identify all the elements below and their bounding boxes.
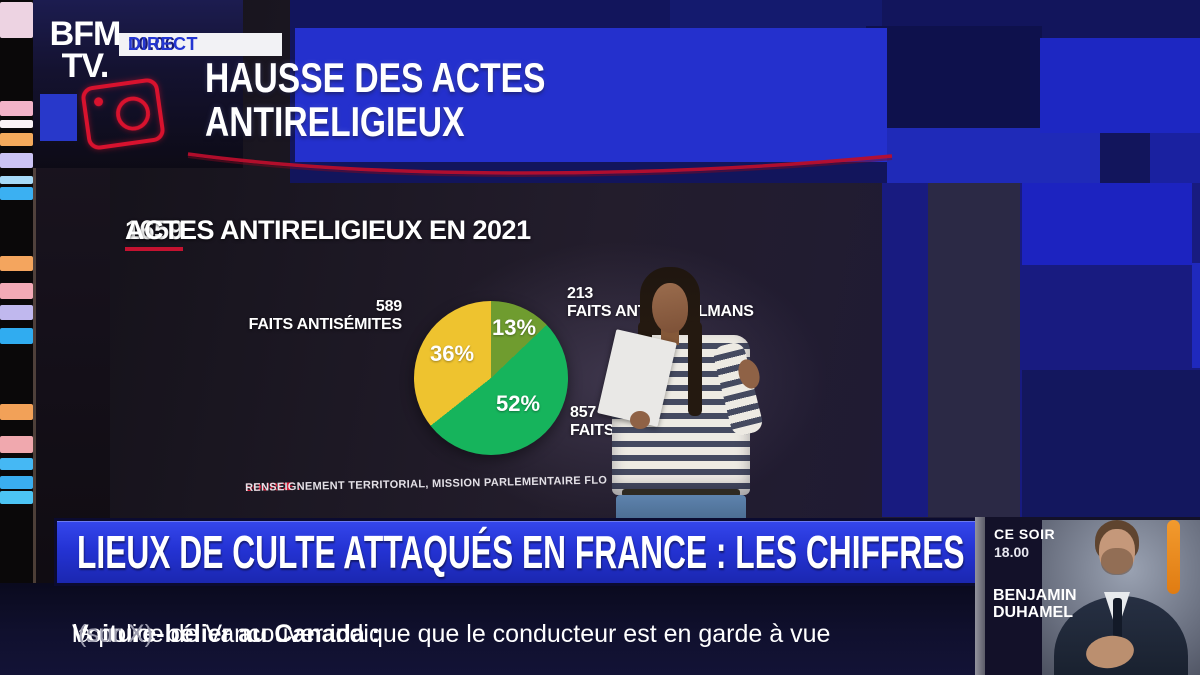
camera-flash-dot: [93, 96, 104, 107]
screen-patch: [866, 26, 1042, 130]
bfm-logo-line1: BFM: [49, 15, 122, 53]
time-direct-box: 10.06 DIRECT: [119, 33, 282, 56]
chart-title-number: 1659: [125, 215, 184, 251]
guest-tie: [1113, 598, 1122, 653]
promo-guest-name: BENJAMIN DUHAMEL: [993, 587, 1077, 621]
presenter-belt: [622, 489, 740, 497]
promo-divider: [975, 517, 985, 675]
promo-guest-first: BENJAMIN: [993, 587, 1077, 604]
screen-patch: [295, 28, 887, 162]
led-bar: [0, 2, 33, 38]
screen-patch: [928, 183, 1020, 517]
bfm-logo-line2: TV.: [61, 47, 110, 85]
presenter: [597, 263, 770, 522]
pie-chart: 13% 52% 36%: [414, 301, 568, 455]
chart-title-rest: ACTES ANTIRELIGIEUX EN 2021: [125, 215, 531, 245]
pie-label-text: FAITS ANTISÉMITES: [248, 316, 403, 333]
promo-photo: [1042, 520, 1200, 675]
guest-beard: [1101, 548, 1133, 575]
screen-patch: [1192, 263, 1200, 368]
led-bar: [0, 187, 33, 200]
led-bar: [0, 133, 33, 146]
orange-accent-bar: [1167, 520, 1180, 594]
pie-label-count: 213: [567, 285, 594, 302]
screen-patch: [1150, 133, 1200, 183]
promo-time: 18.00: [994, 544, 1030, 560]
camera-lens-icon: [113, 94, 153, 133]
screen-patch: [887, 128, 1100, 183]
led-bar: [0, 476, 33, 489]
pie-percent-antichretiens: 52%: [496, 391, 541, 416]
led-bar: [0, 404, 33, 420]
program-headline-line2: ANTIRELIGIEUX: [205, 98, 465, 145]
led-bar: [0, 491, 33, 504]
ticker-body: la police de Vancouver indique que le co…: [72, 620, 831, 648]
bfm-logo: BFM TV.: [48, 15, 122, 85]
ticker-note: (sur X): [78, 620, 153, 648]
led-strip: [0, 0, 33, 583]
red-swoosh: [187, 152, 893, 177]
pie-label-antisemites: 589 FAITS ANTISÉMITES: [222, 298, 403, 334]
led-bar: [0, 328, 33, 344]
screen-patch: [1022, 183, 1192, 265]
screen-patch: [1022, 370, 1200, 517]
led-bar: [0, 458, 33, 470]
promo-guest-last: DUHAMEL: [993, 604, 1073, 621]
presenter-face: [652, 283, 688, 333]
presenter-hand: [630, 411, 650, 429]
pie-percent-antisemites: 36%: [430, 341, 475, 366]
led-bar: [0, 153, 33, 168]
time-display: 10.06: [128, 34, 176, 54]
led-bar: [0, 436, 33, 453]
camera-icon: [79, 76, 167, 152]
led-bar: [0, 101, 33, 116]
direct-badge: DIRECT: [128, 34, 198, 54]
banner-title: LIEUX DE CULTE ATTAQUÉS EN FRANCE : LES …: [77, 526, 965, 578]
program-headline-line1: HAUSSE DES ACTES: [205, 54, 546, 101]
pie-label-count: 589: [375, 298, 402, 315]
promo-panel: CE SOIR 18.00 BENJAMIN DUHAMEL: [985, 517, 1200, 675]
led-bar: [0, 120, 33, 128]
led-bar: [0, 283, 33, 299]
presenter-hair-strand: [688, 321, 702, 416]
promo-when: CE SOIR: [994, 526, 1056, 542]
pie-label-count: 857: [570, 404, 597, 421]
led-bar: [0, 305, 33, 320]
led-bar: [0, 256, 33, 271]
screen-patch: [1040, 38, 1200, 133]
ticker-lead: Voiture-bélier au Canada :: [72, 620, 380, 648]
led-bar: [0, 176, 33, 184]
presenter-jeans: [616, 495, 746, 522]
screen-patch: [40, 94, 77, 141]
pie-percent-antimusulmans: 13%: [492, 315, 537, 340]
lower-third-banner: LIEUX DE CULTE ATTAQUÉS EN FRANCE : LES …: [57, 521, 975, 583]
